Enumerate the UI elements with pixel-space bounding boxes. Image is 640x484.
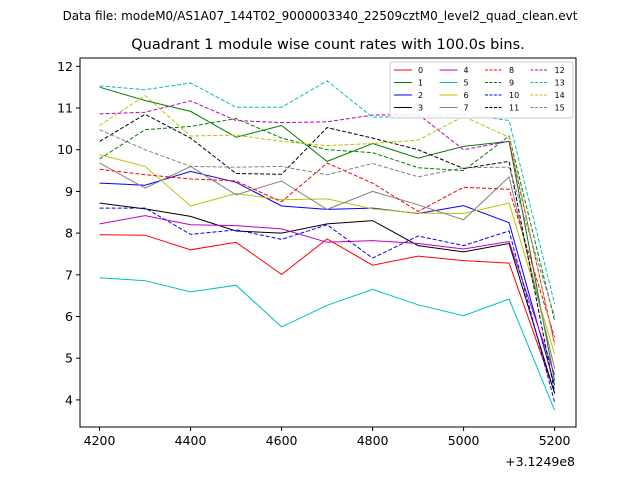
axes-frame — [79, 57, 577, 428]
series-line-11 — [99, 113, 556, 392]
legend-item-2: 2 — [394, 91, 423, 100]
series-line-6 — [99, 154, 556, 355]
legend-item-11: 11 — [485, 104, 519, 113]
x-tick-label: 4600 — [266, 433, 298, 448]
legend-label: 10 — [509, 91, 519, 100]
legend-label: 14 — [555, 91, 565, 100]
legend-box — [389, 61, 574, 119]
legend-item-6: 6 — [439, 91, 469, 100]
y-tick-label: 4 — [65, 392, 73, 407]
legend-item-7: 7 — [439, 104, 469, 113]
y-tick-label: 6 — [65, 309, 73, 324]
legend-item-15: 15 — [530, 104, 565, 113]
y-tick-label: 11 — [57, 101, 73, 116]
legend-label: 4 — [464, 66, 469, 75]
y-tick-label: 12 — [57, 59, 73, 74]
x-tick-label: 4200 — [84, 433, 116, 448]
x-axis-offset-label: +3.1249e8 — [505, 454, 575, 469]
y-tick-label: 5 — [65, 351, 73, 366]
y-tick-label: 10 — [57, 142, 73, 157]
legend-label: 15 — [555, 104, 565, 113]
series-line-9 — [99, 117, 556, 321]
x-tick-label: 5200 — [539, 433, 571, 448]
series-line-5 — [99, 277, 556, 411]
legend-label: 7 — [464, 104, 469, 113]
legend-label: 1 — [418, 79, 423, 88]
y-tick-label: 7 — [65, 267, 73, 282]
legend-label: 9 — [509, 79, 514, 88]
x-tick-label: 4800 — [357, 433, 389, 448]
chart-suptitle: Data file: modeM0/AS1A07_144T02_90000033… — [63, 9, 578, 23]
legend-item-3: 3 — [394, 104, 423, 113]
series-line-8 — [99, 162, 556, 338]
series-line-4 — [99, 215, 556, 376]
legend-label: 5 — [464, 79, 469, 88]
series-line-1 — [99, 86, 556, 382]
legend-label: 8 — [509, 66, 514, 75]
legend-item-9: 9 — [485, 79, 514, 88]
legend-item-0: 0 — [394, 66, 423, 75]
legend-label: 3 — [418, 104, 423, 113]
y-tick-label: 8 — [65, 226, 73, 241]
legend-item-10: 10 — [485, 91, 519, 100]
legend-label: 11 — [509, 104, 519, 113]
legend-item-14: 14 — [530, 91, 565, 100]
legend-label: 0 — [418, 66, 423, 75]
y-tick-label: 9 — [65, 184, 73, 199]
legend-item-8: 8 — [485, 66, 514, 75]
x-tick-label: 5000 — [448, 433, 480, 448]
legend-item-13: 13 — [530, 79, 565, 88]
legend-label: 6 — [464, 91, 469, 100]
series-line-10 — [99, 207, 556, 403]
legend-item-5: 5 — [439, 79, 469, 88]
series-line-2 — [99, 170, 556, 386]
chart-title: Quadrant 1 module wise count rates with … — [131, 37, 525, 53]
legend-item-12: 12 — [530, 66, 565, 75]
series-line-0 — [99, 234, 556, 393]
legend-item-1: 1 — [394, 79, 423, 88]
legend-item-4: 4 — [439, 66, 469, 75]
series-line-14 — [99, 94, 556, 346]
x-tick-label: 4400 — [175, 433, 207, 448]
series-line-12 — [99, 100, 556, 344]
series-line-15 — [99, 129, 556, 317]
series-line-3 — [99, 202, 556, 394]
plot-lines — [99, 80, 556, 411]
legend-label: 12 — [555, 66, 565, 75]
series-line-7 — [99, 162, 556, 369]
legend-label: 2 — [418, 91, 423, 100]
legend-label: 13 — [555, 79, 565, 88]
